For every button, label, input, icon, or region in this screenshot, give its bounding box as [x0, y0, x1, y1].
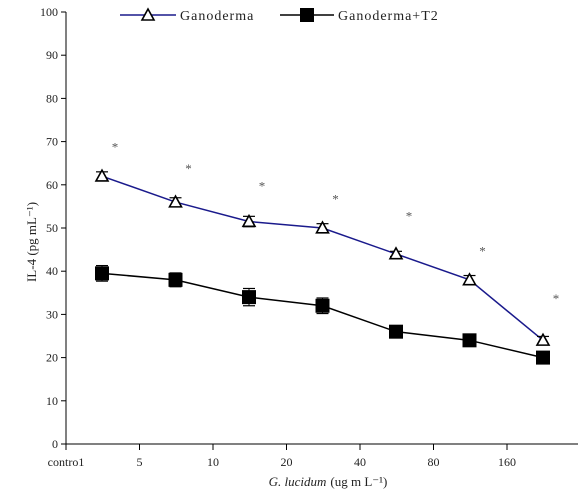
data-point-square: [95, 266, 109, 281]
series-1: [95, 264, 550, 365]
y-tick-label: 30: [46, 307, 58, 321]
y-axis-ticks: 0 10 20 30 40 50 60 70 80 90 100: [40, 5, 66, 451]
y-axis-label: IL-4 (pg mL⁻¹): [24, 202, 39, 282]
significance-star: *: [185, 161, 192, 176]
significance-star: *: [406, 209, 413, 224]
data-point-square: [315, 298, 330, 313]
x-tick-label: contro1: [48, 455, 85, 469]
legend-marker-triangle: [140, 7, 156, 21]
y-tick-label: 10: [46, 394, 58, 408]
data-point-triangle: [462, 272, 477, 286]
y-tick-label: 100: [40, 5, 58, 19]
series-0: [94, 168, 551, 346]
y-tick-label: 80: [46, 91, 58, 105]
significance-star: *: [259, 178, 266, 193]
x-tick-label: 10: [207, 455, 219, 469]
data-point-square: [242, 290, 256, 305]
y-tick-label: 90: [46, 48, 58, 62]
x-tick-label: 80: [428, 455, 440, 469]
x-axis-ticks: contro1 5 10 20 40 80 160: [48, 444, 516, 469]
data-point-square: [536, 350, 550, 365]
significance-markers: * * * * * * *: [112, 140, 560, 306]
data-point-triangle: [315, 220, 330, 234]
y-tick-label: 40: [46, 264, 58, 278]
data-point-square: [168, 272, 183, 287]
y-tick-label: 50: [46, 221, 58, 235]
data-point-triangle: [388, 246, 404, 260]
data-point-square: [462, 333, 477, 348]
data-point-square: [389, 324, 403, 339]
significance-star: *: [553, 291, 560, 306]
series-layer: [94, 168, 551, 365]
data-point-triangle: [241, 213, 257, 228]
x-tick-label: 40: [354, 455, 366, 469]
legend: Ganoderma Ganoderma+T2: [120, 7, 439, 24]
y-tick-label: 70: [46, 135, 58, 149]
x-axis-label-italic: G. lucidum: [269, 474, 327, 489]
y-tick-label: 0: [52, 437, 58, 451]
y-tick-label: 20: [46, 351, 58, 365]
legend-marker-square: [300, 8, 314, 22]
data-point-triangle: [168, 194, 183, 208]
legend-label-ganoderma-t2: Ganoderma+T2: [338, 9, 439, 24]
series-line: [101, 175, 544, 341]
x-axis-label-unit: (ug m L⁻¹): [330, 474, 387, 489]
x-tick-label: 20: [281, 455, 293, 469]
x-tick-label: 5: [137, 455, 143, 469]
significance-star: *: [479, 243, 486, 258]
significance-star: *: [112, 140, 119, 155]
y-tick-label: 60: [46, 178, 58, 192]
legend-label-ganoderma: Ganoderma: [180, 9, 254, 24]
x-tick-label: 160: [498, 455, 516, 469]
data-point-triangle: [535, 332, 551, 346]
significance-star: *: [332, 191, 339, 206]
data-point-triangle: [94, 168, 110, 182]
x-axis-label: G. lucidum (ug m L⁻¹): [269, 474, 388, 489]
